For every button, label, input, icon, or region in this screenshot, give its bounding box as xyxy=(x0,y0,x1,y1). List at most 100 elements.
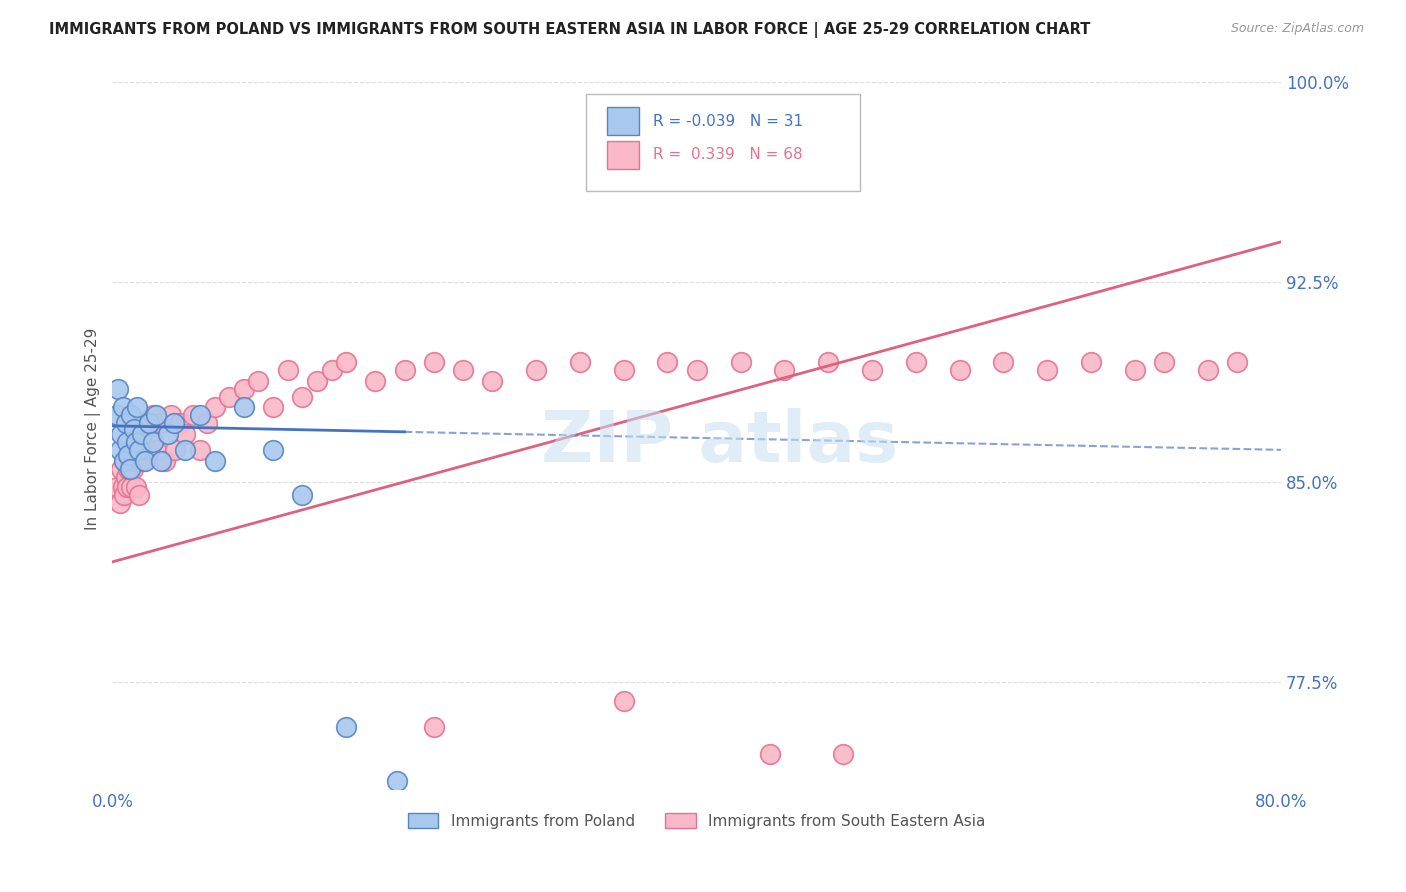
Point xyxy=(120,408,142,422)
Point xyxy=(107,382,129,396)
Point xyxy=(773,363,796,377)
Point xyxy=(121,461,143,475)
Point xyxy=(111,400,134,414)
Point xyxy=(758,747,780,761)
Text: Source: ZipAtlas.com: Source: ZipAtlas.com xyxy=(1230,22,1364,36)
Text: IMMIGRANTS FROM POLAND VS IMMIGRANTS FROM SOUTH EASTERN ASIA IN LABOR FORCE | AG: IMMIGRANTS FROM POLAND VS IMMIGRANTS FRO… xyxy=(49,22,1091,38)
Point xyxy=(145,442,167,457)
Point xyxy=(218,390,240,404)
Point xyxy=(613,363,636,377)
Point xyxy=(145,408,167,422)
Point xyxy=(142,408,165,422)
Point xyxy=(174,442,197,457)
FancyBboxPatch shape xyxy=(586,94,860,191)
Point xyxy=(131,426,153,441)
Point xyxy=(108,496,131,510)
Point xyxy=(1123,363,1146,377)
Point xyxy=(114,416,136,430)
Point xyxy=(277,363,299,377)
Point xyxy=(481,374,503,388)
Point xyxy=(730,355,752,369)
Point xyxy=(110,461,132,475)
Point xyxy=(108,442,131,457)
Point xyxy=(153,453,176,467)
Point xyxy=(128,488,150,502)
Bar xyxy=(607,141,640,169)
Point xyxy=(160,408,183,422)
Point xyxy=(204,453,226,467)
Point xyxy=(1080,355,1102,369)
Point xyxy=(904,355,927,369)
Point xyxy=(423,355,446,369)
Point xyxy=(120,480,142,494)
Point xyxy=(128,442,150,457)
Point xyxy=(291,390,314,404)
Text: R = -0.039   N = 31: R = -0.039 N = 31 xyxy=(654,113,804,128)
Point xyxy=(335,355,357,369)
Point xyxy=(1036,363,1059,377)
Point xyxy=(105,408,128,422)
Point xyxy=(831,747,853,761)
Point xyxy=(129,434,152,449)
Point xyxy=(364,374,387,388)
Point xyxy=(423,720,446,734)
Point xyxy=(247,374,270,388)
Point xyxy=(394,363,416,377)
Point xyxy=(524,363,547,377)
Point xyxy=(131,453,153,467)
Point xyxy=(118,461,141,475)
Point xyxy=(165,442,187,457)
Point xyxy=(149,453,172,467)
Point xyxy=(657,355,679,369)
Point xyxy=(114,469,136,483)
Point xyxy=(305,374,328,388)
Point xyxy=(204,400,226,414)
Point xyxy=(188,442,211,457)
Point xyxy=(112,453,135,467)
Text: R =  0.339   N = 68: R = 0.339 N = 68 xyxy=(654,147,803,162)
Point xyxy=(142,434,165,449)
Point xyxy=(262,442,284,457)
Point xyxy=(817,355,839,369)
Point xyxy=(1197,363,1219,377)
Point xyxy=(335,720,357,734)
Point xyxy=(568,355,591,369)
Point xyxy=(117,461,139,475)
Point xyxy=(993,355,1015,369)
Point xyxy=(125,480,148,494)
Point xyxy=(321,363,343,377)
Point xyxy=(112,488,135,502)
Point xyxy=(124,442,146,457)
Point xyxy=(232,382,254,396)
Point xyxy=(860,363,883,377)
Point xyxy=(117,448,139,462)
Point xyxy=(613,693,636,707)
Point xyxy=(156,426,179,441)
Point xyxy=(138,416,160,430)
Point xyxy=(124,421,146,435)
Point xyxy=(115,480,138,494)
Legend: Immigrants from Poland, Immigrants from South Eastern Asia: Immigrants from Poland, Immigrants from … xyxy=(402,806,991,835)
Point xyxy=(136,442,159,457)
Point xyxy=(387,773,409,788)
Point xyxy=(111,480,134,494)
Point xyxy=(451,363,474,377)
Point xyxy=(188,408,211,422)
Point xyxy=(134,453,156,467)
Point xyxy=(118,453,141,467)
Point xyxy=(181,408,204,422)
Point xyxy=(139,426,162,441)
Bar xyxy=(607,107,640,135)
Point xyxy=(195,416,218,430)
Point xyxy=(134,416,156,430)
Point xyxy=(163,416,186,430)
Point xyxy=(1226,355,1249,369)
Point xyxy=(125,434,148,449)
Point xyxy=(105,480,128,494)
Point xyxy=(110,426,132,441)
Point xyxy=(169,416,191,430)
Point xyxy=(115,434,138,449)
Point xyxy=(291,488,314,502)
Point xyxy=(174,426,197,441)
Point xyxy=(127,400,149,414)
